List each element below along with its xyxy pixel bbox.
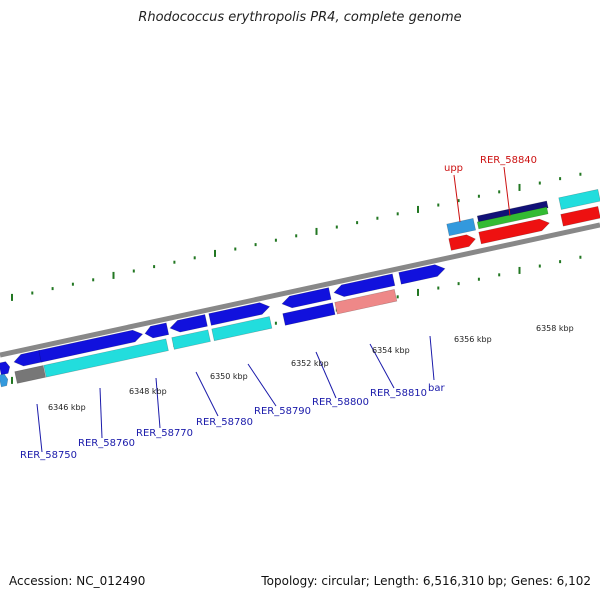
leader-line [99,387,103,439]
scale-label-6346: 6346 kbp [48,403,86,412]
gene-label-rer-58840: RER_58840 [480,155,537,166]
gene-rer-58770 [144,322,170,339]
leader-line [369,343,395,389]
gene-upp [448,234,476,251]
gene-label-upp: upp [444,163,463,174]
gene-label-rer-58760: RER_58760 [78,438,135,449]
gene-right-red [560,205,600,227]
gene-rer-58810-upper [333,273,396,297]
gene-label-rer-58790: RER_58790 [254,406,311,417]
leader-line [36,403,43,453]
gene-rer-58790 [208,302,271,326]
gene-label-rer-58800: RER_58800 [312,397,369,408]
label-leader-lines [36,166,511,453]
gene-rer-58840 [478,218,550,245]
gene-left-edge-lower [0,373,9,388]
gene-rer-58760 [38,329,144,363]
leader-line [315,351,337,399]
gene-cyan-1 [43,338,169,378]
gene-label-bar: bar [428,383,445,394]
gene-cyan-3 [211,316,273,342]
gene-rer-58840-green [476,206,549,230]
leader-line [503,166,511,217]
scale-label-6352: 6352 kbp [291,359,329,368]
scale-label-6354: 6354 kbp [372,346,410,355]
gene-label-rer-58780: RER_58780 [196,417,253,428]
scale-label-6348: 6348 kbp [129,387,167,396]
leader-line [155,377,161,429]
tick-row-upper [11,172,582,301]
leader-line [195,371,219,417]
gene-upp-top [446,217,477,237]
gene-left-edge-upper [0,361,11,376]
map-title: Rhodococcus erythropolis PR4, complete g… [138,10,462,25]
gene-right-cyan [558,188,600,210]
gene-label-rer-58810: RER_58810 [370,388,427,399]
scale-label-6358: 6358 kbp [536,324,574,333]
leader-line [453,174,461,223]
gene-cyan-2 [171,329,211,350]
gene-rer-58840-navy [476,200,549,224]
genome-backbone [0,222,600,358]
gene-rer-58800-lower [282,302,336,326]
gene-label-rer-58750: RER_58750 [20,450,77,461]
scale-label-6356: 6356 kbp [454,335,492,344]
gene-rer-58750 [13,349,43,367]
gene-gray-block [14,365,46,384]
gene-label-rer-58770: RER_58770 [136,428,193,439]
gene-salmon [334,289,398,315]
gene-bar [398,264,446,285]
leader-line [429,335,435,381]
scale-label-6350: 6350 kbp [210,372,248,381]
gene-features [0,188,600,388]
gene-rer-58800-upper [281,287,332,309]
gene-rer-58780 [169,314,208,333]
leader-line [247,363,277,407]
topology-text: Topology: circular; Length: 6,516,310 bp… [261,574,591,588]
accession-text: Accession: NC_012490 [9,574,146,588]
